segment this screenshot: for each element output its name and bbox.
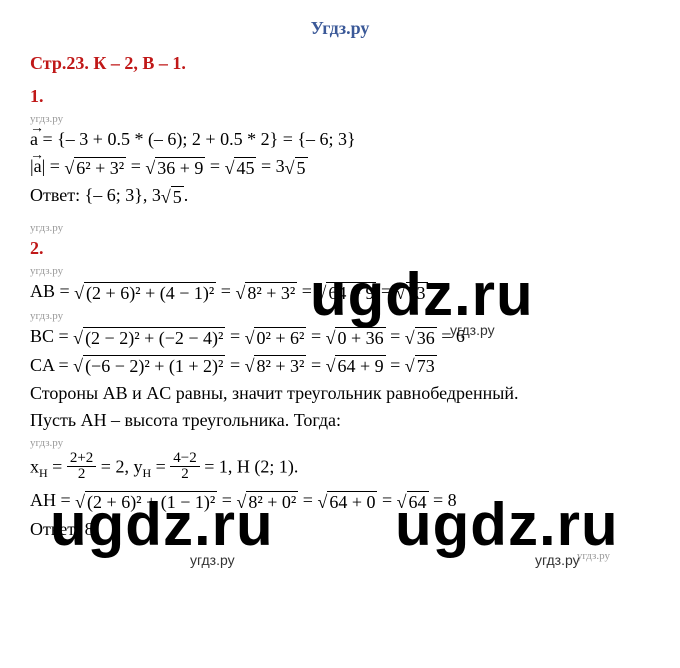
ans-pre: Ответ: {– 6; 3}, 3 [30, 185, 161, 205]
sqrt-body: 45 [234, 157, 256, 179]
eq: = [225, 355, 244, 375]
watermark-sub: угдз.ру [535, 552, 580, 568]
sqrt-body: 0 + 36 [335, 327, 385, 349]
frac-num: 2+2 [67, 451, 96, 467]
yh-sub: H [142, 467, 151, 481]
eq: = [205, 156, 224, 176]
sqrt-body: (−6 − 2)² + (1 + 2)² [83, 355, 225, 377]
sqrt-body: (2 + 6)² + (4 − 1)² [84, 282, 216, 304]
eq: = [126, 156, 145, 176]
ab-pre: AB = [30, 281, 74, 301]
sqrt-body: 36 + 9 [155, 157, 205, 179]
p2-let: Пусть AH – высота треугольника. Тогда: [30, 410, 650, 431]
eq: = 3 [256, 156, 284, 176]
sqrt-icon: √ [73, 356, 83, 377]
sqrt-icon: √ [161, 187, 171, 208]
eq: = [298, 490, 317, 510]
eq: = [386, 355, 405, 375]
yh-post: = 1, H (2; 1). [200, 457, 299, 477]
sqrt-icon: √ [405, 328, 415, 349]
eq: = [377, 490, 396, 510]
eq: = [306, 355, 325, 375]
sqrt-body: 64 + 0 [327, 491, 377, 513]
sqrt-body: 8² + 3² [245, 282, 297, 304]
sqrt-body: 5 [295, 157, 308, 179]
sqrt-icon: √ [145, 158, 155, 179]
ans-post: . [184, 185, 189, 205]
sqrt-body: 36 [415, 327, 437, 349]
frac-den: 2 [170, 467, 199, 482]
sqrt-body: 64 + 9 [335, 355, 385, 377]
sqrt-icon: √ [326, 356, 336, 377]
xh-pre: x [30, 457, 39, 477]
p2-ca: CA = √(−6 − 2)² + (1 + 2)² = √8² + 3² = … [30, 355, 650, 378]
eq: = [225, 326, 244, 346]
watermark-small: угдз.ру [30, 113, 650, 125]
vector-arrow-icon: → [30, 121, 44, 137]
watermark-big: ugdz.ru [310, 260, 534, 329]
sqrt-icon: √ [74, 283, 84, 304]
frac-den: 2 [67, 467, 96, 482]
xh-post: = 2, y [96, 457, 142, 477]
sqrt-icon: √ [245, 356, 255, 377]
xh-sub: H [39, 467, 48, 481]
vector-arrow-icon: → [30, 148, 44, 164]
sqrt-icon: √ [326, 328, 336, 349]
ca-pre: CA = [30, 355, 73, 375]
watermark-small: угдз.ру [30, 437, 650, 449]
watermark-sub: угдз.ру [450, 322, 495, 338]
problem-2-number: 2. [30, 238, 650, 259]
sqrt-body: 8² + 3² [254, 355, 306, 377]
p1-answer: Ответ: {– 6; 3}, 3√5. [30, 185, 650, 208]
watermark-small: угдз.ру [30, 222, 650, 234]
eq: = [216, 281, 235, 301]
watermark-big: ugdz.ru [395, 490, 619, 559]
header-link: Угдз.ру [30, 18, 650, 39]
watermark-sub: угдз.ру [190, 552, 235, 568]
sqrt-icon: √ [285, 158, 295, 179]
sqrt-icon: √ [225, 158, 235, 179]
sqrt-body: 0² + 6² [254, 327, 306, 349]
sqrt-icon: √ [64, 158, 74, 179]
p2-iso: Стороны AB и AC равны, значит треугольни… [30, 383, 650, 404]
sqrt-icon: √ [73, 328, 83, 349]
sqrt-body: (2 − 2)² + (−2 − 4)² [83, 327, 225, 349]
sqrt-icon: √ [405, 356, 415, 377]
eq: = [45, 156, 64, 176]
sqrt-body: 73 [415, 355, 437, 377]
sqrt-icon: √ [317, 492, 327, 513]
p2-bc: BC = √(2 − 2)² + (−2 − 4)² = √0² + 6² = … [30, 326, 650, 349]
sqrt-body: 6² + 3² [74, 157, 126, 179]
p1-line2: →|a| = √6² + 3² = √36 + 9 = √45 = 3√5 [30, 156, 650, 179]
p1-l1-rest: = {– 3 + 0.5 * (– 6); 2 + 0.5 * 2} = {– … [38, 129, 356, 149]
p1-line1: →a = {– 3 + 0.5 * (– 6); 2 + 0.5 * 2} = … [30, 129, 650, 150]
bc-pre: BC = [30, 326, 73, 346]
section-title: Стр.23. К – 2, В – 1. [30, 53, 650, 74]
sqrt-icon: √ [235, 283, 245, 304]
watermark-big: ugdz.ru [50, 490, 274, 559]
eq: = [151, 457, 170, 477]
p2-h-coords: xH = 2+22 = 2, yH = 4−22 = 1, H (2; 1). [30, 453, 650, 484]
frac-num: 4−2 [170, 451, 199, 467]
sqrt-body: 5 [171, 186, 184, 208]
problem-1-number: 1. [30, 86, 650, 107]
eq: = [48, 457, 67, 477]
sqrt-icon: √ [245, 328, 255, 349]
